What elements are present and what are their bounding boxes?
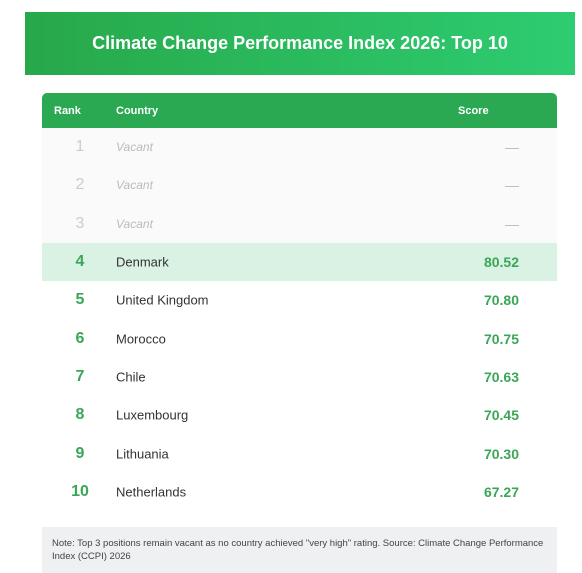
score: — (505, 215, 519, 232)
rank: 7 (75, 367, 85, 385)
table-row: 7 Chile 70.63 (42, 358, 557, 396)
note: Note: Top 3 positions remain vacant as n… (42, 527, 557, 573)
rank: 2 (75, 176, 85, 194)
score: — (505, 139, 519, 156)
column-header: Rank (54, 104, 81, 117)
country: Vacant (116, 216, 153, 231)
table-row: 6 Morocco 70.75 (42, 319, 557, 357)
score: 70.75 (483, 330, 519, 347)
table-row: 5 United Kingdom 70.80 (42, 281, 557, 319)
score: 67.27 (483, 483, 519, 500)
score: 80.52 (483, 254, 519, 271)
table-row: 4 Denmark 80.52 (42, 242, 557, 282)
score: — (505, 177, 519, 194)
table-row: 1 Vacant — (42, 128, 557, 167)
country: Vacant (116, 178, 153, 193)
score: 70.80 (483, 292, 519, 309)
country: Denmark (116, 254, 169, 270)
column-header: Country (116, 104, 159, 117)
score: 70.63 (483, 368, 519, 385)
country: United Kingdom (116, 292, 209, 308)
rank: 5 (75, 291, 85, 309)
table-row: 10 Netherlands 67.27 (42, 473, 557, 511)
country: Luxembourg (116, 407, 189, 423)
title: Climate Change Performance Index 2026: T… (25, 12, 575, 75)
rank: 6 (75, 329, 85, 347)
country: Morocco (116, 331, 166, 347)
table-row: 9 Lithuania 70.30 (42, 434, 557, 472)
rank: 3 (75, 214, 85, 232)
rank: 4 (75, 253, 85, 271)
rank: 1 (75, 138, 85, 156)
country: Chile (116, 369, 146, 385)
rank: 9 (75, 444, 85, 462)
table-row: 3 Vacant — (42, 204, 557, 243)
score: 70.30 (483, 445, 519, 462)
table-row: 2 Vacant — (42, 166, 557, 205)
score: 70.45 (483, 407, 519, 424)
column-header: Score (458, 104, 489, 117)
country: Vacant (116, 140, 153, 155)
country: Lithuania (116, 446, 169, 462)
rank: 10 (71, 482, 89, 500)
country: Netherlands (116, 484, 187, 500)
table: Rank Country Score 1 Vacant — 2 Vacant — 3 Vaca… (42, 93, 557, 511)
table-header: Rank Country Score (42, 93, 557, 128)
rank: 8 (75, 406, 85, 424)
table-row: 8 Luxembourg 70.45 (42, 396, 557, 434)
